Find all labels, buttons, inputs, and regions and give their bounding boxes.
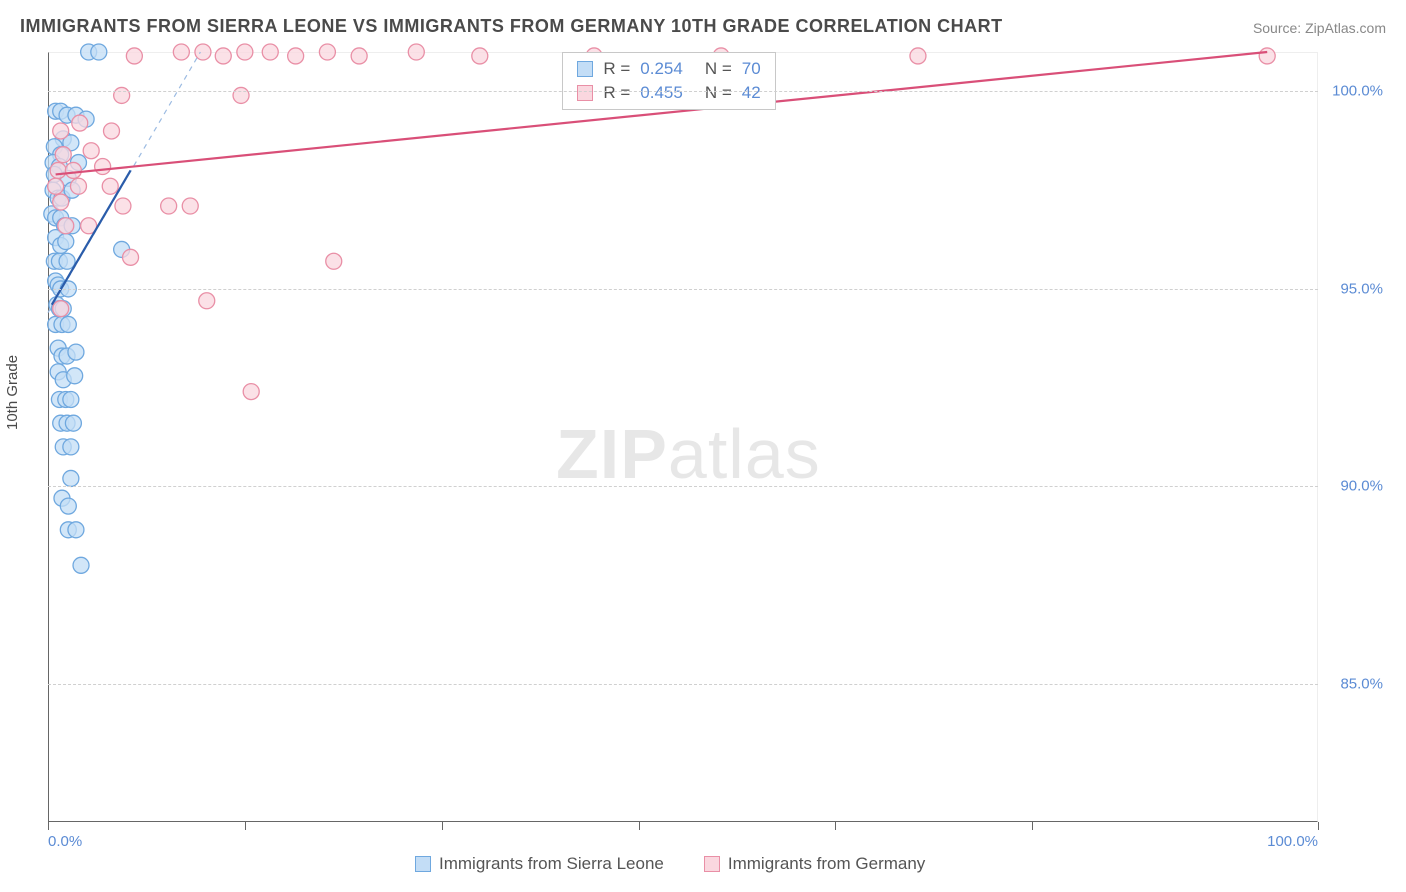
legend-swatch [577,61,593,77]
data-point [102,178,118,194]
data-point [910,48,926,64]
data-point [472,48,488,64]
data-point [326,253,342,269]
x-tick-mark [245,822,246,830]
data-point [67,368,83,384]
y-tick-label: 95.0% [1340,280,1383,297]
data-point [63,439,79,455]
data-point [262,44,278,60]
data-point [351,48,367,64]
x-tick-mark [835,822,836,830]
data-point [195,44,211,60]
plot-area: ZIPatlas R = 0.254N = 70R = 0.455N = 42 … [48,52,1318,822]
stats-row: R = 0.455 N = 42 [563,81,774,105]
legend-item: Immigrants from Germany [704,854,925,874]
data-point [114,87,130,103]
data-point [72,115,88,131]
data-point [104,123,120,139]
data-point [63,470,79,486]
r-value: 0.455 [640,83,683,103]
legend-item: Immigrants from Sierra Leone [415,854,664,874]
data-point [237,44,253,60]
data-point [95,159,111,175]
data-point [53,301,69,317]
data-point [65,162,81,178]
data-point [50,162,66,178]
gridline [48,486,1318,487]
data-point [215,48,231,64]
data-point [173,44,189,60]
gridline [48,684,1318,685]
data-point [408,44,424,60]
data-point [91,44,107,60]
data-point [68,522,84,538]
data-point [243,384,259,400]
data-point [65,415,81,431]
data-point [53,123,69,139]
data-point [123,249,139,265]
scatter-svg [48,52,1318,822]
n-label: N = [705,83,732,103]
legend-label: Immigrants from Sierra Leone [439,854,664,874]
data-point [59,253,75,269]
n-value: 42 [742,83,761,103]
data-point [60,316,76,332]
x-tick-label: 100.0% [1267,833,1318,850]
data-point [161,198,177,214]
y-tick-label: 85.0% [1340,675,1383,692]
n-label: N = [705,59,732,79]
data-point [83,143,99,159]
data-point [319,44,335,60]
data-point [233,87,249,103]
y-axis-label: 10th Grade [4,355,21,430]
data-point [126,48,142,64]
n-value: 70 [742,59,761,79]
stats-legend-box: R = 0.254 N = 70 R = 0.455 N = 42 [562,52,775,110]
data-point [1259,48,1275,64]
data-point [60,498,76,514]
data-point [53,194,69,210]
y-tick-label: 100.0% [1332,83,1383,100]
source-label: Source: ZipAtlas.com [1253,20,1386,36]
gridline [48,91,1318,92]
data-point [115,198,131,214]
legend-label: Immigrants from Germany [728,854,925,874]
data-point [48,178,64,194]
gridline [48,289,1318,290]
data-point [70,178,86,194]
bottom-legend: Immigrants from Sierra Leone Immigrants f… [415,854,925,874]
data-point [68,344,84,360]
data-point [199,293,215,309]
x-tick-mark [639,822,640,830]
data-point [73,557,89,573]
x-tick-label: 0.0% [48,833,82,850]
chart-title: IMMIGRANTS FROM SIERRA LEONE VS IMMIGRAN… [20,16,1003,37]
data-point [55,147,71,163]
data-point [288,48,304,64]
data-point [58,218,74,234]
legend-swatch [704,856,720,872]
r-label: R = [603,59,630,79]
x-tick-mark [1318,822,1319,830]
legend-swatch [577,85,593,101]
r-value: 0.254 [640,59,683,79]
data-point [58,234,74,250]
y-tick-label: 90.0% [1340,478,1383,495]
stats-row: R = 0.254 N = 70 [563,57,774,81]
x-tick-mark [48,822,49,830]
chart-container: IMMIGRANTS FROM SIERRA LEONE VS IMMIGRAN… [0,0,1406,892]
data-point [63,391,79,407]
x-tick-mark [1032,822,1033,830]
x-tick-mark [442,822,443,830]
r-label: R = [603,83,630,103]
data-point [182,198,198,214]
legend-swatch [415,856,431,872]
